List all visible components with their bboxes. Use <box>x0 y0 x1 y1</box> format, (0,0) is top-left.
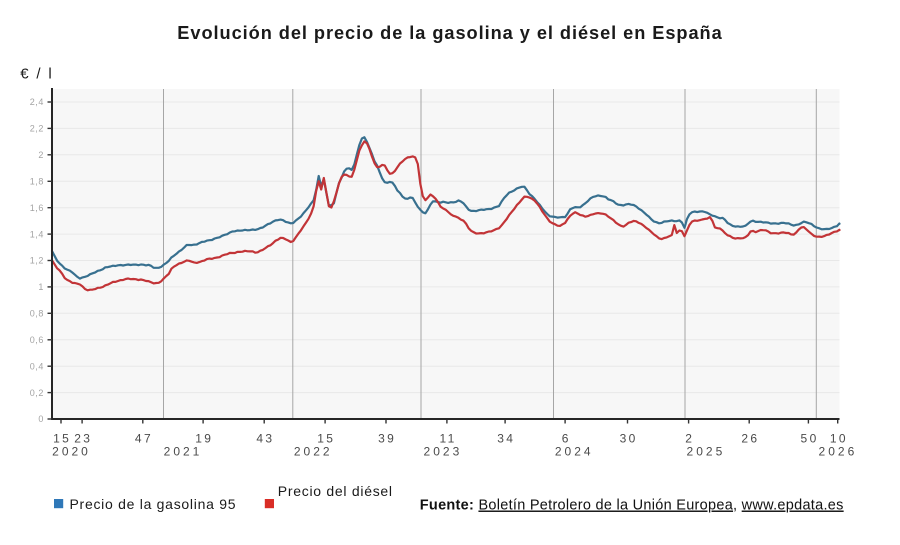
svg-text:2020: 2020 <box>52 445 91 459</box>
svg-text:30: 30 <box>620 432 638 446</box>
svg-text:15: 15 <box>53 432 71 446</box>
svg-text:6: 6 <box>562 432 571 446</box>
svg-text:47: 47 <box>135 432 153 446</box>
svg-text:1,6: 1,6 <box>30 203 44 213</box>
svg-text:Precio de la gasolina 95: Precio de la gasolina 95 <box>70 496 237 512</box>
svg-text:2023: 2023 <box>424 445 463 459</box>
svg-text:2026: 2026 <box>819 445 858 459</box>
svg-text:23: 23 <box>74 432 92 446</box>
svg-text:2025: 2025 <box>687 445 726 459</box>
svg-text:€ / l: € / l <box>20 66 53 83</box>
svg-text:Fuente: Boletín Petrolero de l: Fuente: Boletín Petrolero de la Unión Eu… <box>420 498 844 514</box>
svg-text:34: 34 <box>497 432 515 446</box>
svg-text:10: 10 <box>830 432 848 446</box>
svg-text:1,8: 1,8 <box>30 177 44 187</box>
svg-text:2: 2 <box>685 432 694 446</box>
svg-text:0,4: 0,4 <box>30 361 44 371</box>
svg-text:0,8: 0,8 <box>30 309 44 319</box>
svg-text:26: 26 <box>741 432 759 446</box>
svg-text:2021: 2021 <box>164 445 203 459</box>
svg-text:15: 15 <box>317 432 335 446</box>
svg-text:2022: 2022 <box>294 445 333 459</box>
svg-text:11: 11 <box>439 432 456 446</box>
svg-text:1: 1 <box>38 282 44 292</box>
svg-text:43: 43 <box>256 432 274 446</box>
svg-text:19: 19 <box>195 432 213 446</box>
svg-text:2024: 2024 <box>555 445 594 459</box>
svg-text:50: 50 <box>801 432 819 446</box>
svg-text:1,2: 1,2 <box>30 256 44 266</box>
svg-text:Evolución del precio de la gas: Evolución del precio de la gasolina y el… <box>177 23 722 43</box>
svg-text:1,4: 1,4 <box>30 229 44 239</box>
svg-text:0,6: 0,6 <box>30 335 44 345</box>
svg-text:0,2: 0,2 <box>30 388 44 398</box>
svg-text:2: 2 <box>38 150 44 160</box>
svg-text:Precio del diésel: Precio del diésel <box>278 483 393 499</box>
svg-text:2,4: 2,4 <box>30 97 44 107</box>
svg-text:0: 0 <box>38 414 44 424</box>
svg-text:2,2: 2,2 <box>30 124 44 134</box>
svg-text:39: 39 <box>378 432 396 446</box>
